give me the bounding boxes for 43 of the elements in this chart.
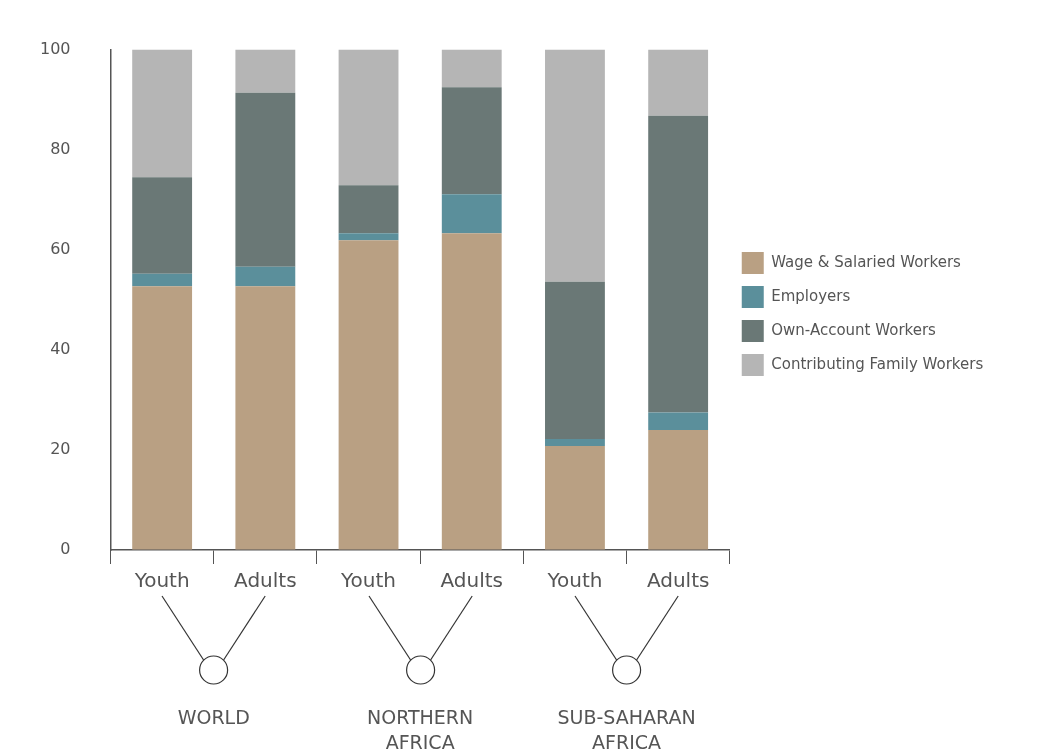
bar xyxy=(235,286,296,550)
text: SUB-SAHARAN AFRICA xyxy=(556,705,697,751)
y-tick-label: 20 xyxy=(50,439,71,459)
y-tick-label: 100 xyxy=(39,38,71,58)
y-tick-label: 60 xyxy=(50,238,71,258)
bar xyxy=(338,185,399,234)
y-tick-label: 40 xyxy=(50,339,71,358)
text: NORTHERN AFRICA xyxy=(366,705,475,751)
bar xyxy=(648,115,709,413)
bar xyxy=(338,49,399,186)
bar xyxy=(545,281,605,439)
bar xyxy=(648,412,709,430)
text: WORLD xyxy=(176,705,251,730)
bar xyxy=(545,438,605,446)
bar xyxy=(338,240,399,550)
x-tick-label: Adults xyxy=(646,568,710,593)
bar xyxy=(648,49,709,116)
bar xyxy=(132,177,193,274)
legend-label: Wage & Salaried Workers xyxy=(771,252,962,271)
legend-label: Employers xyxy=(771,286,851,305)
bar xyxy=(545,445,605,550)
bar xyxy=(235,49,296,93)
x-tick-label: Youth xyxy=(546,568,603,593)
y-tick-label: 0 xyxy=(60,539,71,559)
x-tick-label: Adults xyxy=(440,568,504,593)
bar xyxy=(132,286,193,550)
bar xyxy=(545,49,605,282)
bar xyxy=(648,429,709,550)
x-tick-label: Youth xyxy=(133,568,190,593)
legend-label: Contributing Family Workers xyxy=(771,354,984,373)
x-tick-label: Youth xyxy=(340,568,397,593)
bar xyxy=(441,87,502,195)
bar xyxy=(441,233,502,550)
bar xyxy=(132,49,193,178)
bar xyxy=(338,233,399,241)
bar xyxy=(235,266,296,287)
bar xyxy=(235,92,296,267)
bar xyxy=(132,273,193,287)
x-tick-label: Adults xyxy=(234,568,297,593)
legend-label: Own-Account Workers xyxy=(771,320,937,339)
y-tick-label: 80 xyxy=(50,138,71,158)
bar xyxy=(441,194,502,234)
bar xyxy=(441,49,502,88)
